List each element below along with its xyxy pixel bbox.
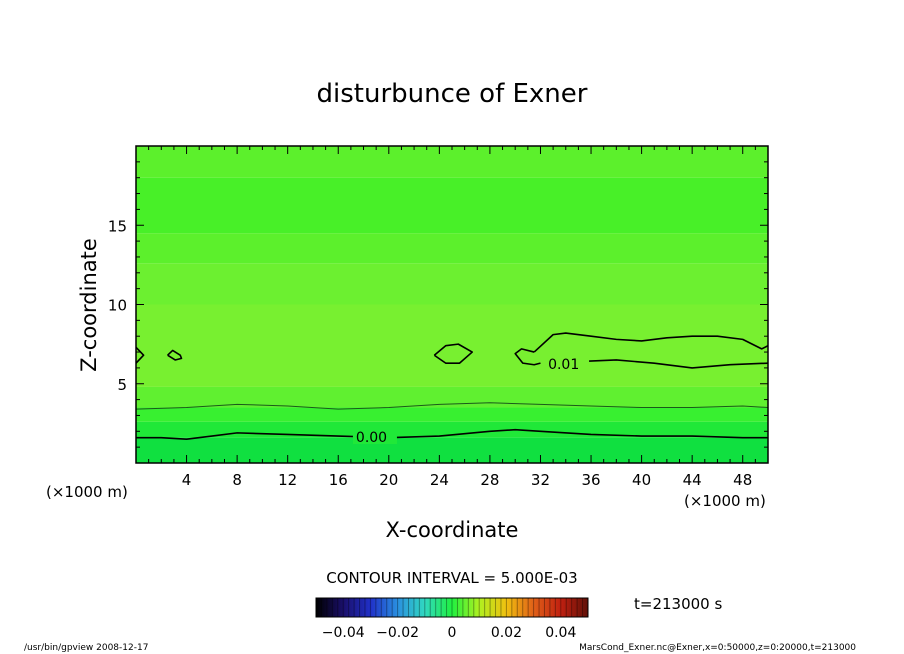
- y-tick-label: 5: [117, 376, 127, 394]
- x-tick-label: 8: [232, 471, 242, 489]
- y-axis-label: Z-coordinate: [77, 238, 101, 372]
- field-band-5: [136, 263, 768, 305]
- field-band-7: [136, 177, 768, 234]
- x-tick-label: 28: [480, 471, 499, 489]
- colorbar-tick-label: 0.04: [545, 625, 576, 641]
- field-band-1: [136, 421, 768, 438]
- colorbar-frame: [315, 597, 589, 618]
- x-tick-label: 44: [683, 471, 702, 489]
- contour-line-1: [514, 348, 541, 366]
- x-axis-unit: (×1000 m): [684, 492, 766, 510]
- field-band-6: [136, 233, 768, 264]
- colorbar-tick-label: 0: [448, 625, 457, 641]
- x-axis-label: X-coordinate: [386, 518, 519, 542]
- x-tick-label: 32: [531, 471, 550, 489]
- colorbar-ticks: −0.04 −0.02 0 0.02 0.04: [322, 625, 577, 641]
- colorbar-tick-label: 0.02: [491, 625, 522, 641]
- x-tick-label: 36: [581, 471, 600, 489]
- contour-line-6: [136, 346, 145, 364]
- contour-line-2: [578, 359, 768, 369]
- contour-line-4: [433, 343, 474, 364]
- contour-interval-label: CONTOUR INTERVAL = 5.000E-03: [326, 569, 577, 587]
- chart-title: disturbunce of Exner: [317, 79, 588, 109]
- contour-line-0: [136, 428, 768, 441]
- x-tick-label: 4: [182, 471, 192, 489]
- contour-line-5: [167, 349, 183, 361]
- time-label: t=213000 s: [634, 595, 722, 613]
- contour-line-3: [533, 332, 768, 353]
- x-axis-ticks: 4 8 12 16 20 24 28 32 36 40 44 48: [135, 146, 769, 489]
- contour-label-0: 0.00: [356, 430, 387, 446]
- y-axis-unit: (×1000 m): [46, 483, 128, 501]
- field-band-3: [136, 386, 768, 408]
- y-tick-label: 15: [108, 217, 127, 235]
- x-tick-label: 24: [430, 471, 449, 489]
- colorbar-tick-label: −0.04: [322, 625, 365, 641]
- contour-label-bg-0: [352, 428, 397, 445]
- field-bands: [136, 146, 768, 463]
- colorbar-fill: [316, 598, 588, 617]
- y-tick-label: 10: [108, 297, 127, 315]
- contour-label-1: 0.01: [548, 357, 579, 373]
- field-band-8: [136, 146, 768, 178]
- colorbar-tick-label: −0.02: [376, 625, 419, 641]
- footer-right: MarsCond_Exner.nc@Exner,x=0:50000,z=0:20…: [579, 643, 856, 653]
- x-tick-label: 12: [278, 471, 297, 489]
- contour-labels: 0.00 0.01: [352, 355, 590, 446]
- footer-left: /usr/bin/gpview 2008-12-17: [24, 643, 148, 653]
- x-tick-label: 16: [329, 471, 348, 489]
- contour-lines: [136, 332, 768, 441]
- thin-contour-0: [136, 402, 768, 410]
- field-band-2: [136, 407, 768, 422]
- y-axis-ticks: 5 10 15: [108, 145, 768, 464]
- contour-label-bg-1: [545, 355, 590, 372]
- x-tick-label: 48: [733, 471, 752, 489]
- colorbar: −0.04 −0.02 0 0.02 0.04: [315, 597, 589, 641]
- x-tick-label: 40: [632, 471, 651, 489]
- colorbar-stripes: [320, 598, 584, 617]
- x-tick-label: 20: [379, 471, 398, 489]
- field-band-0: [136, 437, 768, 463]
